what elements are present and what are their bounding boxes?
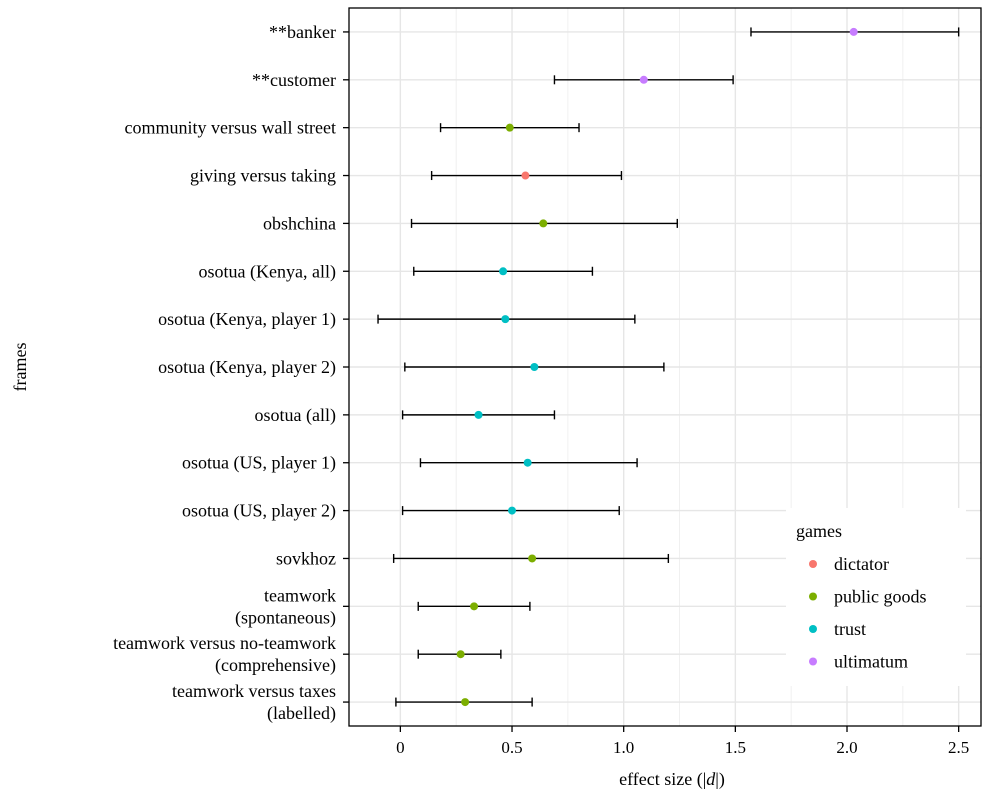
data-point	[474, 410, 483, 419]
data-point	[530, 363, 539, 371]
legend-entries: dictator public goods trust ultimatum	[809, 554, 927, 672]
legend: games dictator public goods trust ultimatum	[786, 508, 966, 686]
y-tick-label-line: teamwork versus taxes	[172, 681, 336, 701]
y-tick-label-line: teamwork	[264, 585, 336, 605]
data-point	[470, 602, 479, 611]
data-point	[539, 219, 548, 228]
x-tick-label: 0	[396, 738, 405, 757]
y-tick-label: giving versus taking	[190, 166, 336, 186]
data-point	[501, 315, 510, 324]
y-tick-label: **banker	[269, 22, 336, 42]
x-tick-label: 1.5	[725, 738, 746, 757]
legend-entry: public goods	[809, 587, 927, 607]
y-tick-label: teamwork (spontaneous)	[235, 585, 336, 628]
y-axis-labels: **banker **customer community versus wall …	[113, 22, 336, 724]
legend-label: ultimatum	[834, 652, 908, 672]
data-point	[523, 458, 532, 467]
legend-entry: trust	[809, 619, 866, 639]
legend-entry: dictator	[809, 554, 889, 574]
data-point	[849, 27, 858, 36]
legend-key	[809, 657, 817, 666]
x-axis-title-prefix: effect size (|	[619, 769, 706, 790]
y-tick-label: teamwork versus no-teamwork (comprehensiv…	[113, 633, 336, 676]
data-point	[508, 506, 517, 515]
legend-label: trust	[834, 619, 866, 639]
data-point	[528, 554, 537, 563]
y-tick-label: osotua (all)	[255, 405, 336, 426]
y-axis-ticks	[343, 31, 349, 703]
y-tick-label: **customer	[252, 70, 336, 90]
y-tick-label: teamwork versus taxes (labelled)	[172, 681, 336, 724]
y-tick-label-line: (comprehensive)	[215, 655, 336, 676]
x-axis-ticks	[399, 726, 960, 732]
x-tick-label: 2.5	[948, 738, 969, 757]
y-tick-label: osotua (US, player 1)	[182, 453, 336, 474]
y-tick-label: osotua (Kenya, all)	[199, 261, 336, 282]
x-tick-label: 1.0	[613, 738, 634, 757]
data-point	[499, 267, 508, 276]
y-tick-label: osotua (Kenya, player 1)	[158, 309, 336, 330]
y-tick-label: community versus wall street	[125, 118, 336, 138]
data-point	[505, 123, 514, 132]
legend-key	[809, 625, 817, 633]
y-tick-label-line: teamwork versus no-teamwork	[113, 633, 336, 653]
legend-key	[809, 592, 817, 601]
data-points	[456, 27, 858, 707]
legend-entry: ultimatum	[809, 652, 908, 672]
y-tick-label: osotua (Kenya, player 2)	[158, 357, 336, 378]
y-tick-label: osotua (US, player 2)	[182, 501, 336, 522]
x-axis-title: effect size (|d|)	[619, 769, 725, 790]
data-point	[461, 698, 470, 707]
legend-key	[809, 560, 817, 568]
data-point	[456, 650, 465, 659]
y-axis-title: frames	[10, 343, 30, 392]
x-axis-labels: 0 0.5 1.0 1.5 2.0 2.5	[396, 738, 969, 757]
legend-label: dictator	[834, 554, 889, 574]
y-tick-label-line: (labelled)	[267, 703, 336, 724]
x-tick-label: 2.0	[836, 738, 857, 757]
x-tick-label: 0.5	[501, 738, 522, 757]
y-tick-label: obshchina	[263, 213, 336, 233]
y-tick-label-line: (spontaneous)	[235, 607, 336, 628]
data-point	[639, 75, 648, 84]
x-axis-title-suffix: |)	[715, 769, 725, 790]
legend-title: games	[796, 521, 842, 541]
legend-label: public goods	[834, 587, 927, 607]
data-point	[521, 171, 530, 180]
y-tick-label: sovkhoz	[276, 548, 336, 568]
x-axis-title-symbol: d	[706, 769, 716, 789]
